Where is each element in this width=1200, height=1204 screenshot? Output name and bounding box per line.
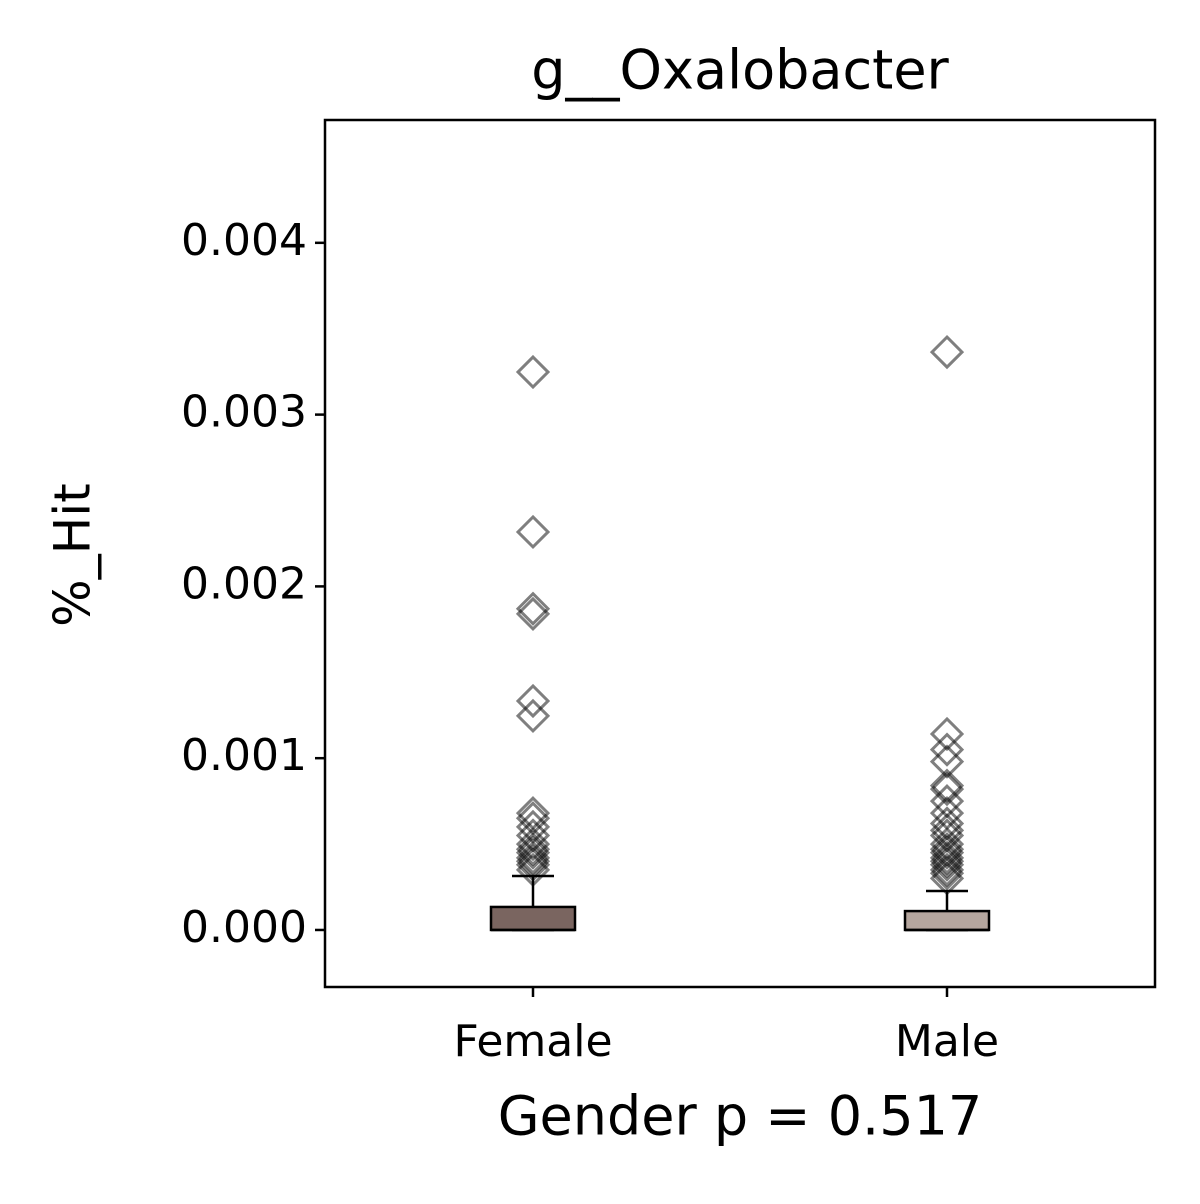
y-tick-label: 0.004	[181, 215, 307, 266]
outlier	[929, 852, 965, 887]
outlier	[929, 840, 965, 875]
box	[903, 909, 991, 932]
outlier	[929, 334, 965, 370]
y-tick-label: 0.003	[181, 387, 307, 438]
outlier	[929, 861, 965, 896]
outlier	[515, 683, 551, 719]
outlier	[929, 771, 965, 807]
outlier	[515, 844, 551, 879]
outlier	[929, 844, 965, 879]
outlier	[515, 591, 551, 626]
outlier	[929, 847, 965, 882]
chart-title: g__Oxalobacter	[531, 39, 949, 102]
outlier	[929, 732, 965, 767]
outlier	[515, 835, 551, 870]
outlier	[515, 847, 551, 882]
plot-frame	[323, 118, 1157, 989]
x-tick-label: Male	[895, 1016, 999, 1067]
box	[489, 905, 577, 932]
outlier	[929, 856, 965, 891]
outlier	[515, 826, 551, 862]
y-tick-label: 0.001	[181, 730, 307, 781]
outlier	[929, 744, 965, 779]
y-axis-label: %_Hit	[44, 483, 102, 627]
outlier	[515, 698, 551, 734]
x-tick-label: Female	[453, 1016, 612, 1067]
outlier	[515, 832, 551, 867]
outlier	[515, 596, 551, 632]
y-tick-label: 0.000	[181, 902, 307, 953]
outlier	[515, 840, 551, 875]
y-tick-label: 0.002	[181, 558, 307, 609]
outlier	[929, 835, 965, 870]
outlier	[515, 354, 551, 390]
outlier	[515, 514, 551, 550]
outlier	[515, 852, 551, 887]
outlier	[929, 768, 965, 803]
outlier	[929, 716, 965, 752]
x-axis-label: Gender p = 0.517	[498, 1085, 983, 1148]
